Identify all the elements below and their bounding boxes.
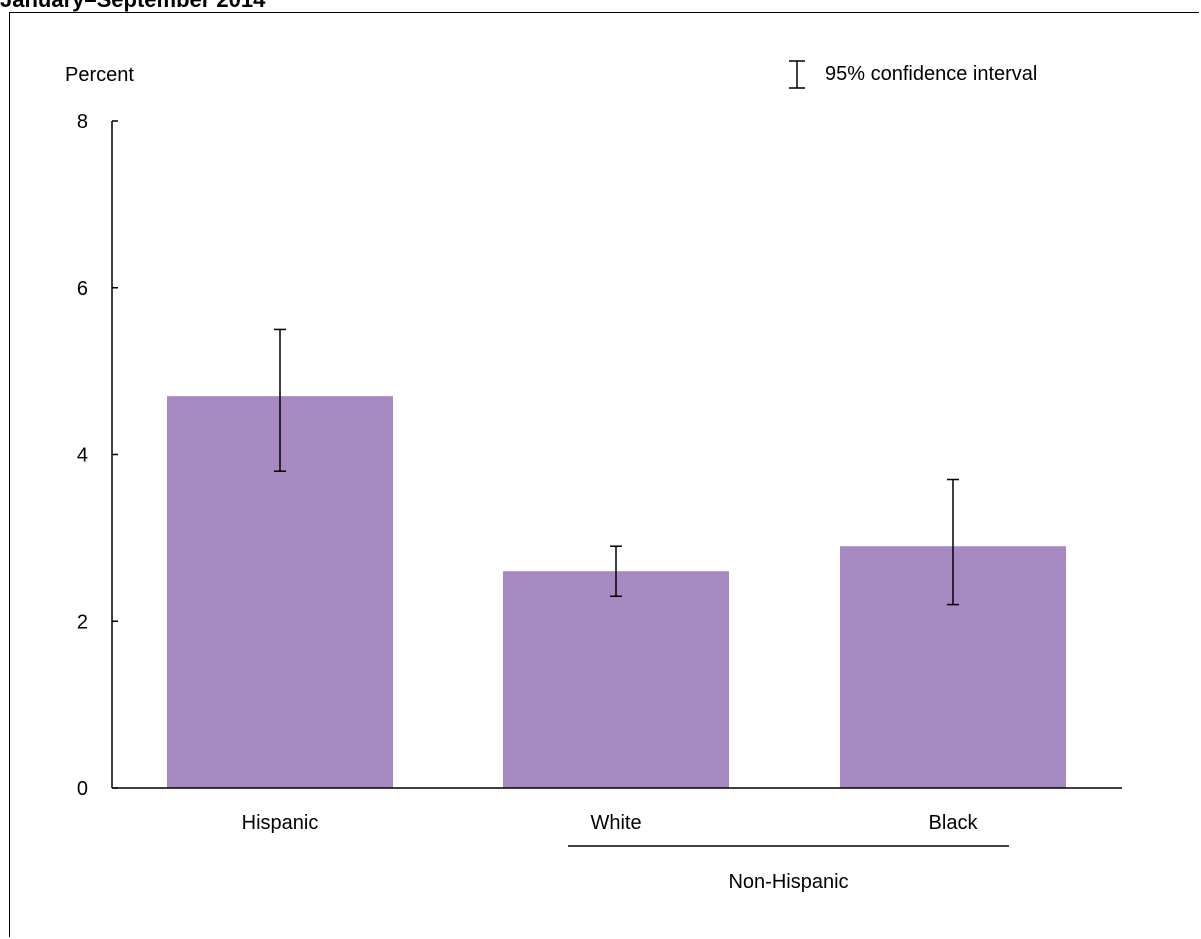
y-tick-label: 0: [77, 778, 88, 800]
error-bar-black: [947, 478, 959, 606]
error-bar-white: [610, 545, 622, 597]
chart-frame: [9, 12, 1199, 937]
x-tick-label-hispanic: Hispanic: [242, 812, 319, 834]
y-tick-label: 8: [77, 111, 88, 133]
error-bar-hispanic: [274, 328, 286, 472]
x-tick-label-black: Black: [929, 812, 979, 834]
chart-title: January–September 2014: [0, 0, 265, 13]
legend: 95% confidence interval: [789, 60, 1037, 89]
group-label: Non-Hispanic: [728, 871, 848, 893]
y-tick-label: 4: [77, 445, 88, 467]
bar-white: [503, 571, 729, 788]
legend-label: 95% confidence interval: [825, 63, 1037, 85]
y-tick-label: 2: [77, 611, 88, 633]
confidence-interval-icon: [789, 60, 805, 89]
y-axis-title: Percent: [65, 64, 134, 86]
y-tick-label: 6: [77, 278, 88, 300]
x-tick-label-white: White: [590, 812, 641, 834]
plot-area: 0 2 4 6 8 Hispanic White Black Non-Hispanic: [77, 111, 1122, 893]
